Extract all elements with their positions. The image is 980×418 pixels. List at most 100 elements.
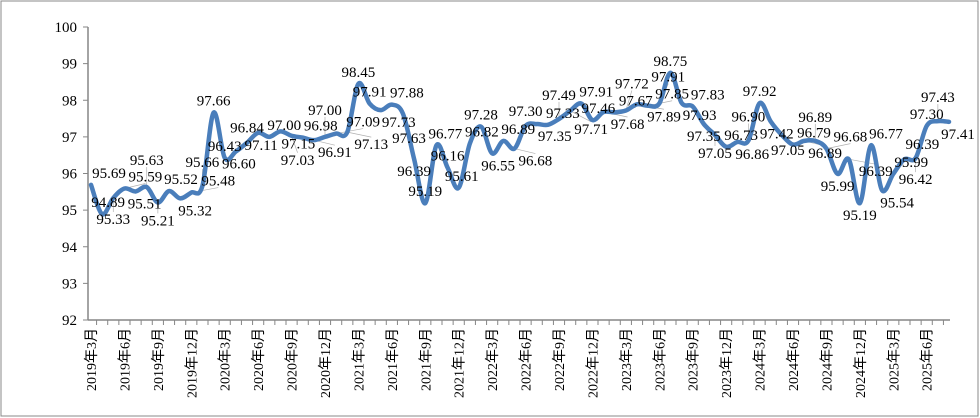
data-label: 96.60 (222, 157, 256, 173)
y-tick-label: 92 (62, 313, 77, 329)
x-tick-label: 2025年3月 (886, 328, 902, 391)
data-label: 95.99 (894, 155, 928, 171)
data-label: 97.15 (282, 136, 316, 152)
data-label: 97.30 (910, 107, 944, 123)
data-label-leader-line (848, 158, 876, 165)
y-tick-label: 96 (62, 167, 78, 183)
y-tick-label: 95 (62, 203, 77, 219)
y-tick-label: 100 (55, 20, 78, 36)
data-label: 97.13 (354, 137, 388, 153)
data-label: 95.63 (130, 153, 164, 169)
data-label: 96.98 (304, 119, 338, 135)
data-label: 96.16 (431, 149, 465, 165)
x-tick-label: 2023年3月 (619, 328, 635, 391)
data-label: 97.92 (743, 84, 777, 100)
data-label: 97.68 (611, 117, 645, 133)
data-label-leader-line (625, 90, 633, 111)
x-tick-label: 2022年6月 (519, 328, 535, 391)
data-label: 96.68 (834, 130, 868, 146)
x-tick-label: 2024年3月 (753, 328, 769, 391)
data-label: 95.61 (445, 169, 479, 185)
data-label: 95.54 (880, 195, 914, 211)
data-label: 97.42 (760, 126, 794, 142)
data-label: 96.39 (397, 164, 431, 180)
data-label: 95.19 (843, 208, 877, 224)
data-label: 96.77 (869, 126, 903, 142)
data-label: 97.72 (615, 77, 649, 93)
y-tick-label: 93 (62, 276, 77, 292)
data-label: 97.41 (941, 127, 975, 143)
data-label: 97.93 (683, 108, 717, 124)
data-label: 95.51 (128, 196, 162, 212)
data-label: 95.33 (96, 212, 130, 228)
y-tick-label: 94 (62, 240, 78, 256)
data-label: 97.28 (464, 108, 498, 124)
x-tick-label: 2024年6月 (786, 328, 802, 391)
data-label: 96.79 (797, 126, 831, 142)
data-label: 97.83 (691, 87, 725, 103)
data-label: 97.88 (390, 86, 424, 102)
data-label: 96.82 (465, 124, 499, 140)
x-tick-label: 2021年3月 (351, 328, 367, 391)
x-tick-label: 2020年3月 (218, 328, 234, 391)
data-label: 96.91 (318, 145, 352, 161)
data-label: 96.86 (735, 147, 769, 163)
data-label: 95.19 (408, 184, 442, 200)
data-label: 96.90 (732, 110, 766, 126)
data-label: 96.73 (724, 128, 758, 144)
data-label: 97.49 (542, 88, 576, 104)
data-label-leader-line (291, 135, 298, 153)
data-label: 95.48 (201, 174, 235, 190)
data-label: 95.32 (178, 203, 212, 219)
data-label: 97.91 (353, 85, 387, 101)
data-label: 97.03 (281, 153, 315, 169)
data-label: 96.77 (429, 126, 463, 142)
data-label: 97.35 (687, 129, 721, 145)
data-label: 97.35 (538, 129, 572, 145)
data-label: 95.99 (821, 179, 855, 195)
data-label: 97.30 (509, 104, 543, 120)
data-label: 97.43 (921, 90, 955, 106)
data-label: 98.75 (654, 54, 688, 70)
x-tick-label: 2020年12月 (318, 328, 334, 398)
data-label: 95.69 (92, 166, 126, 182)
x-tick-label: 2023年9月 (686, 328, 702, 391)
x-tick-label: 2022年9月 (552, 328, 568, 391)
data-label: 96.42 (899, 172, 933, 188)
data-label: 98.45 (342, 65, 376, 81)
x-tick-label: 2024年9月 (819, 328, 835, 391)
x-tick-label: 2019年6月 (117, 328, 133, 391)
data-label: 97.09 (346, 115, 380, 131)
data-label: 95.21 (141, 213, 175, 229)
y-tick-label: 98 (62, 93, 77, 109)
data-label: 97.73 (382, 115, 416, 131)
data-label: 97.00 (267, 118, 301, 134)
x-tick-label: 2019年3月 (84, 328, 100, 391)
data-label: 97.11 (245, 138, 278, 154)
data-label-leader-line (514, 148, 536, 154)
x-tick-label: 2021年9月 (418, 328, 434, 391)
data-label: 96.55 (481, 158, 515, 174)
data-label: 96.89 (798, 110, 832, 126)
data-label: 97.46 (582, 101, 616, 117)
data-label: 96.68 (519, 154, 553, 170)
x-tick-label: 2022年3月 (485, 328, 501, 391)
data-label: 97.05 (771, 143, 805, 159)
data-label: 96.39 (906, 137, 940, 153)
data-label: 96.89 (501, 122, 535, 138)
data-label: 97.85 (655, 87, 689, 103)
x-tick-label: 2023年12月 (719, 328, 735, 398)
data-label: 97.33 (546, 106, 580, 122)
x-tick-label: 2020年6月 (251, 328, 267, 391)
data-label: 97.91 (651, 70, 685, 86)
data-label: 96.43 (208, 139, 242, 155)
data-label: 96.84 (230, 121, 264, 137)
series-line (88, 70, 952, 217)
data-label: 97.71 (574, 122, 608, 138)
data-label: 97.89 (647, 109, 681, 125)
x-tick-label: 2023年6月 (652, 328, 668, 391)
data-label: 95.52 (164, 172, 198, 188)
